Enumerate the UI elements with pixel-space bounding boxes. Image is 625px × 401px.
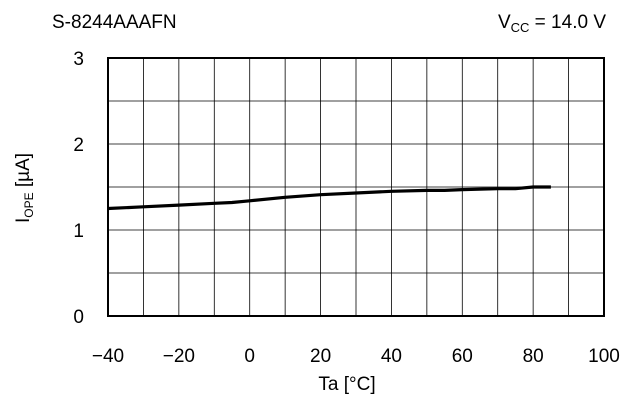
y-axis-label: IOPE [µA] <box>13 153 36 223</box>
y-tick-label: 3 <box>73 49 84 70</box>
vcc-value: = 14.0 V <box>529 12 606 33</box>
series-line <box>107 185 551 211</box>
x-tick-label: 0 <box>244 346 255 367</box>
x-axis-label: Ta [°C] <box>318 374 375 395</box>
chart-title: S-8244AAAFN <box>52 12 177 33</box>
y-tick-label: 1 <box>73 221 84 242</box>
x-tick-label: 60 <box>452 346 473 367</box>
x-tick-label: 20 <box>310 346 331 367</box>
x-tick-label: −40 <box>92 346 124 367</box>
y-tick-labels: 0 1 2 3 <box>73 49 84 328</box>
x-tick-label: 100 <box>588 346 620 367</box>
y-axis-unit: [µA] <box>13 153 34 192</box>
y-tick-label: 2 <box>73 135 84 156</box>
x-tick-label: 40 <box>381 346 402 367</box>
vcc-annotation: VCC = 14.0 V <box>498 12 606 35</box>
x-tick-label: 80 <box>523 346 544 367</box>
vcc-subscript: CC <box>511 20 530 35</box>
y-tick-label: 0 <box>73 307 84 328</box>
series-layer <box>107 185 551 211</box>
y-axis-symbol: I <box>13 218 34 223</box>
plot-frame <box>107 57 605 317</box>
x-tick-label: −20 <box>163 346 195 367</box>
vcc-symbol: V <box>498 12 511 33</box>
y-axis-subscript: OPE <box>22 192 36 217</box>
x-tick-labels: −40 −20 0 20 40 60 80 100 <box>92 346 620 367</box>
